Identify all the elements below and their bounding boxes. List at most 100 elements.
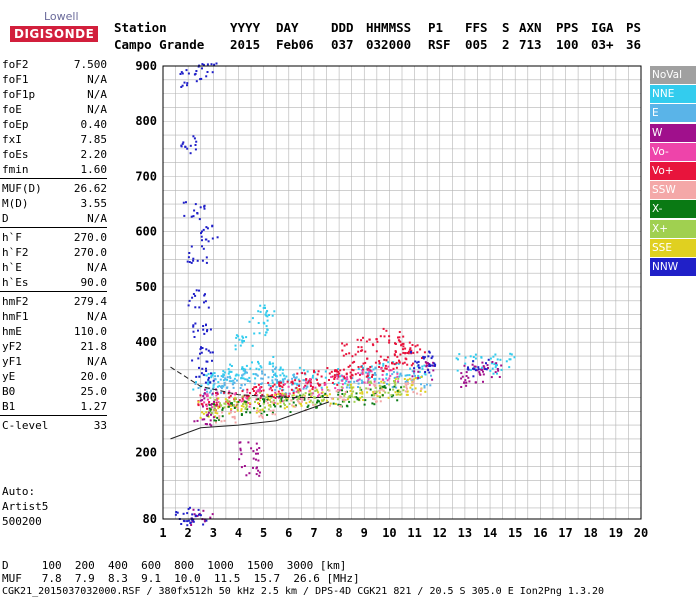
data-point-x [247, 398, 250, 401]
hdr-value-ps: 36 [626, 37, 642, 52]
hdr-value-station: Campo Grande [114, 37, 205, 52]
data-point-w [490, 376, 493, 379]
data-point-vo [279, 393, 282, 396]
data-point-nne [258, 368, 261, 371]
data-point-vo [234, 393, 237, 396]
data-point-ssw [223, 419, 226, 422]
data-point-vo [339, 389, 342, 392]
data-point-x [353, 400, 356, 403]
data-point-e [221, 384, 224, 387]
data-point-e [395, 386, 398, 389]
data-point-vo [215, 401, 218, 404]
data-point-nnw [203, 294, 206, 297]
hdr-value-pps: 100 [556, 37, 579, 52]
data-point-vo [296, 390, 299, 392]
data-point-nne [206, 382, 209, 385]
data-point-x [394, 383, 397, 386]
param-row-fof1: foF1 N/A [2, 73, 107, 88]
data-point-ssw [220, 420, 223, 423]
data-point-e [226, 386, 229, 389]
data-point-x [208, 403, 211, 406]
x-tick-label: 15 [508, 526, 522, 540]
data-point-e [386, 382, 388, 385]
data-point-nne [492, 355, 495, 358]
data-point-vo [333, 378, 336, 380]
data-point-vo [351, 355, 354, 358]
data-point-nnw [205, 75, 208, 78]
data-point-nnw [197, 508, 200, 511]
data-point-x [381, 394, 384, 397]
data-point-sse [217, 407, 220, 410]
data-point-w [481, 368, 483, 371]
data-point-vo [342, 354, 345, 357]
data-point-nnw [205, 323, 207, 326]
data-point-x [219, 402, 221, 405]
data-point-nnw [192, 135, 195, 138]
data-point-nnw [201, 245, 203, 248]
data-point-e [205, 387, 208, 390]
data-point-nne [279, 366, 282, 369]
param-row-he: h`E N/A [2, 261, 107, 276]
data-point-vo [388, 377, 391, 380]
data-point-vo [251, 388, 254, 390]
data-point-x [262, 398, 264, 401]
data-point-sse [214, 411, 217, 414]
data-point-x [283, 402, 285, 405]
data-point-x [260, 412, 263, 415]
data-point-nnw [202, 228, 205, 231]
data-point-e [303, 379, 306, 382]
data-point-vo [406, 363, 409, 366]
data-point-vo [381, 378, 384, 381]
data-point-x [223, 402, 226, 405]
data-point-vo [402, 345, 405, 348]
hdr-label-ffs: FFS [465, 20, 488, 35]
data-point-vo [378, 360, 381, 363]
data-point-sse [256, 407, 259, 410]
data-point-nne [372, 368, 375, 371]
data-point-nne [314, 371, 317, 374]
param-name: yF1 [2, 355, 22, 368]
data-point-vo [323, 381, 326, 384]
data-point-nnw [192, 215, 195, 218]
data-point-vo [398, 336, 401, 339]
auto-artist: Artist5 [2, 500, 49, 513]
data-point-nne [509, 352, 512, 355]
data-point-nnw [187, 256, 190, 259]
data-point-nne [496, 358, 499, 361]
data-point-nnw [210, 372, 212, 375]
data-point-nne [324, 376, 327, 379]
data-point-w [432, 364, 435, 367]
data-point-vo [393, 363, 396, 366]
data-point-sse [395, 393, 398, 396]
data-point-x [340, 386, 343, 389]
data-point-x [213, 408, 216, 411]
data-point-w [258, 474, 261, 477]
data-point-sse [359, 396, 362, 399]
param-name: foF2 [2, 58, 29, 71]
data-point-nne [259, 365, 262, 368]
data-point-ssw [269, 409, 272, 412]
data-point-vo [330, 376, 333, 378]
data-point-e [208, 391, 211, 394]
data-point-sse [329, 402, 332, 405]
data-point-nne [235, 334, 238, 337]
data-point-x [344, 393, 347, 395]
data-point-vo [267, 381, 270, 384]
param-separator [0, 291, 107, 295]
data-point-x [263, 410, 266, 413]
data-point-x [270, 396, 273, 399]
data-point-w [247, 441, 250, 444]
data-point-vo [278, 381, 281, 384]
data-point-e [357, 382, 360, 385]
data-point-sse [202, 412, 205, 415]
data-point-nne [242, 336, 245, 339]
data-point-nnw [427, 369, 430, 372]
data-point-nne [265, 331, 268, 334]
data-point-vo [246, 391, 249, 394]
data-point-e [242, 388, 245, 391]
legend-item-ssw: SSW [650, 181, 696, 200]
data-point-nnw [201, 347, 204, 349]
data-point-vo [360, 349, 363, 352]
data-point-x [215, 419, 217, 422]
data-point-vo [214, 404, 217, 407]
